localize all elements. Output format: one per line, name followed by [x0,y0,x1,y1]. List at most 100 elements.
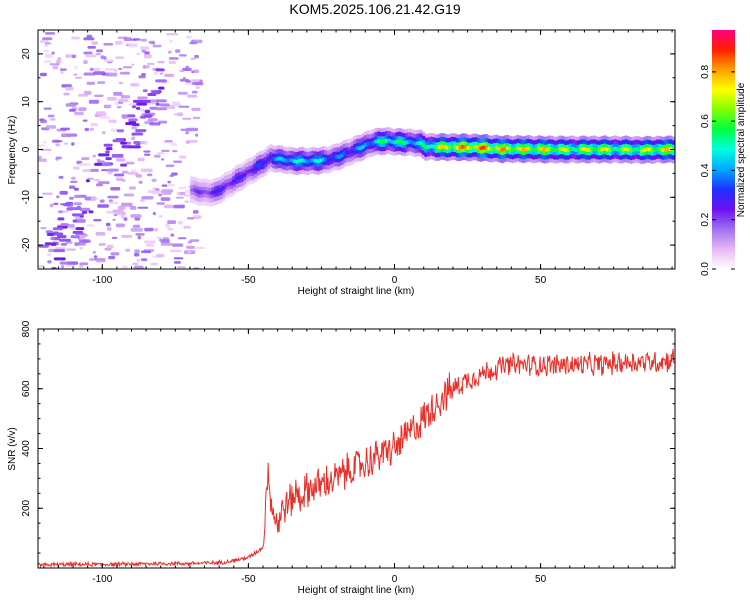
spectrogram-noise-cell [44,242,52,246]
spectrogram-noise-cell [89,67,94,72]
spectrogram-noise-cell [72,213,84,217]
spectrogram-x-tick-label: 50 [535,275,547,286]
spectrogram-noise-cell [122,66,133,69]
spectrogram-noise-cell [143,150,151,153]
spectrogram-noise-cell [120,214,125,219]
spectrogram-noise-cell [70,235,80,239]
spectrogram-noise-cell [140,99,151,103]
spectrogram-y-tick-label: 0 [21,146,32,152]
colorbar-tick-label: 0.6 [700,114,711,128]
spectrogram-noise-cell [127,114,136,118]
spectrogram-noise-cell [192,210,199,214]
spectrogram-noise-cell [160,197,171,201]
spectrogram-noise-cell [72,219,77,223]
spectrogram-noise-cell [156,202,165,205]
spectrogram-noise-cell [72,230,84,234]
spectrogram-noise-cell [53,249,65,253]
spectrogram-noise-cell [85,54,97,58]
spectrogram-noise-cell [87,46,96,49]
spectrogram-noise-cell [38,155,42,159]
spectrogram-noise-cell [130,227,143,232]
spectrogram-noise-cell [110,187,121,191]
spectrogram-noise-cell [104,247,112,251]
spectrogram-noise-cell [60,223,69,227]
spectrogram-noise-cell [153,71,158,76]
spectrogram-noise-cell [140,46,150,50]
spectrogram-noise-cell [66,248,76,251]
spectrogram-noise-cell [86,81,96,85]
spectrogram-noise-cell [187,217,195,220]
spectrogram-noise-cell [38,264,45,268]
spectrogram-noise-cell [129,186,136,190]
spectrogram-noise-cell [43,141,47,144]
spectrogram-noise-cell [108,201,119,205]
spectrogram-noise-cell [40,72,47,77]
spectrogram-noise-cell [52,227,64,231]
colorbar-gradient [712,30,735,269]
spectrogram-noise-cell [191,82,203,85]
spectrogram-noise-cell [164,73,174,77]
spectrogram-noise-cell [96,53,101,56]
spectrogram-noise-cell [72,54,76,59]
spectrogram-noise-cell [192,116,201,120]
spectrogram-noise-cell [120,141,127,145]
spectrogram-noise-cell [82,210,88,214]
spectrogram-noise-cell [83,90,92,95]
spectrogram-noise-cell [164,204,175,209]
spectrogram-noise-cell [185,65,190,70]
spectrogram-noise-cell [55,60,61,64]
snr-y-label: SNR (v/v) [7,427,18,470]
spectrogram-noise-cell [121,202,133,207]
spectrogram-noise-cell [81,157,90,161]
spectrogram-noise-cell [42,192,53,195]
spectrogram-noise-cell [63,92,70,96]
spectrogram-noise-cell [125,248,131,252]
spectrogram-noise-cell [145,243,154,247]
spectrogram-noise-cell [142,65,150,69]
spectrogram-noise-cell [78,163,91,167]
spectrogram-noise-cell [58,210,63,214]
spectrogram-noise-cell [155,99,167,103]
spectrogram-noise-cell [179,155,186,159]
spectrogram-noise-cell [79,265,83,268]
spectrogram-noise-cell [152,44,162,48]
spectrogram-noise-cell [65,86,74,91]
spectrogram-noise-cell [103,43,114,46]
spectrogram-noise-cell [70,180,78,183]
spectrogram-noise-cell [183,225,191,229]
spectrogram-noise-cell [129,145,141,149]
spectrogram-noise-cell [140,168,153,173]
spectrogram-noise-cell [154,227,159,232]
spectrogram-noise-cell [159,72,164,75]
spectrogram-noise-cell [140,258,148,262]
spectrogram-noise-cell [49,63,60,66]
spectrogram-noise-cell [156,236,162,239]
spectrogram-noise-cell [105,150,110,154]
spectrogram-noise-cell [38,144,45,147]
spectrogram-noise-cell [93,219,102,222]
spectrogram-noise-cell [123,217,128,221]
spectrogram-noise-cell [43,50,49,53]
spectrogram-noise-cell [161,192,168,195]
spectrogram-noise-cell [44,32,56,35]
spectrogram-noise-cell [112,218,116,221]
spectrogram-noise-cell [136,102,147,106]
spectrogram-noise-cell [114,101,119,106]
spectrogram-noise-cell [55,157,59,161]
spectrogram-noise-cell [157,152,165,155]
spectrogram-noise-cell [169,174,175,177]
spectrogram-noise-cell [173,257,184,260]
spectrogram-noise-cell [51,51,55,55]
spectrogram-ridge-cell [263,160,268,164]
colorbar-label: Normalized spectral amplitude [736,82,747,217]
spectrogram-noise-cell [121,234,133,238]
snr-background [38,329,675,568]
spectrogram-noise-cell [100,116,110,119]
spectrogram-noise-cell [132,262,139,265]
spectrogram-noise-cell [121,179,126,182]
spectrogram-noise-cell [59,190,68,195]
spectrogram-noise-cell [60,70,64,75]
spectrogram-noise-cell [107,97,117,101]
spectrogram-noise-cell [155,79,167,83]
